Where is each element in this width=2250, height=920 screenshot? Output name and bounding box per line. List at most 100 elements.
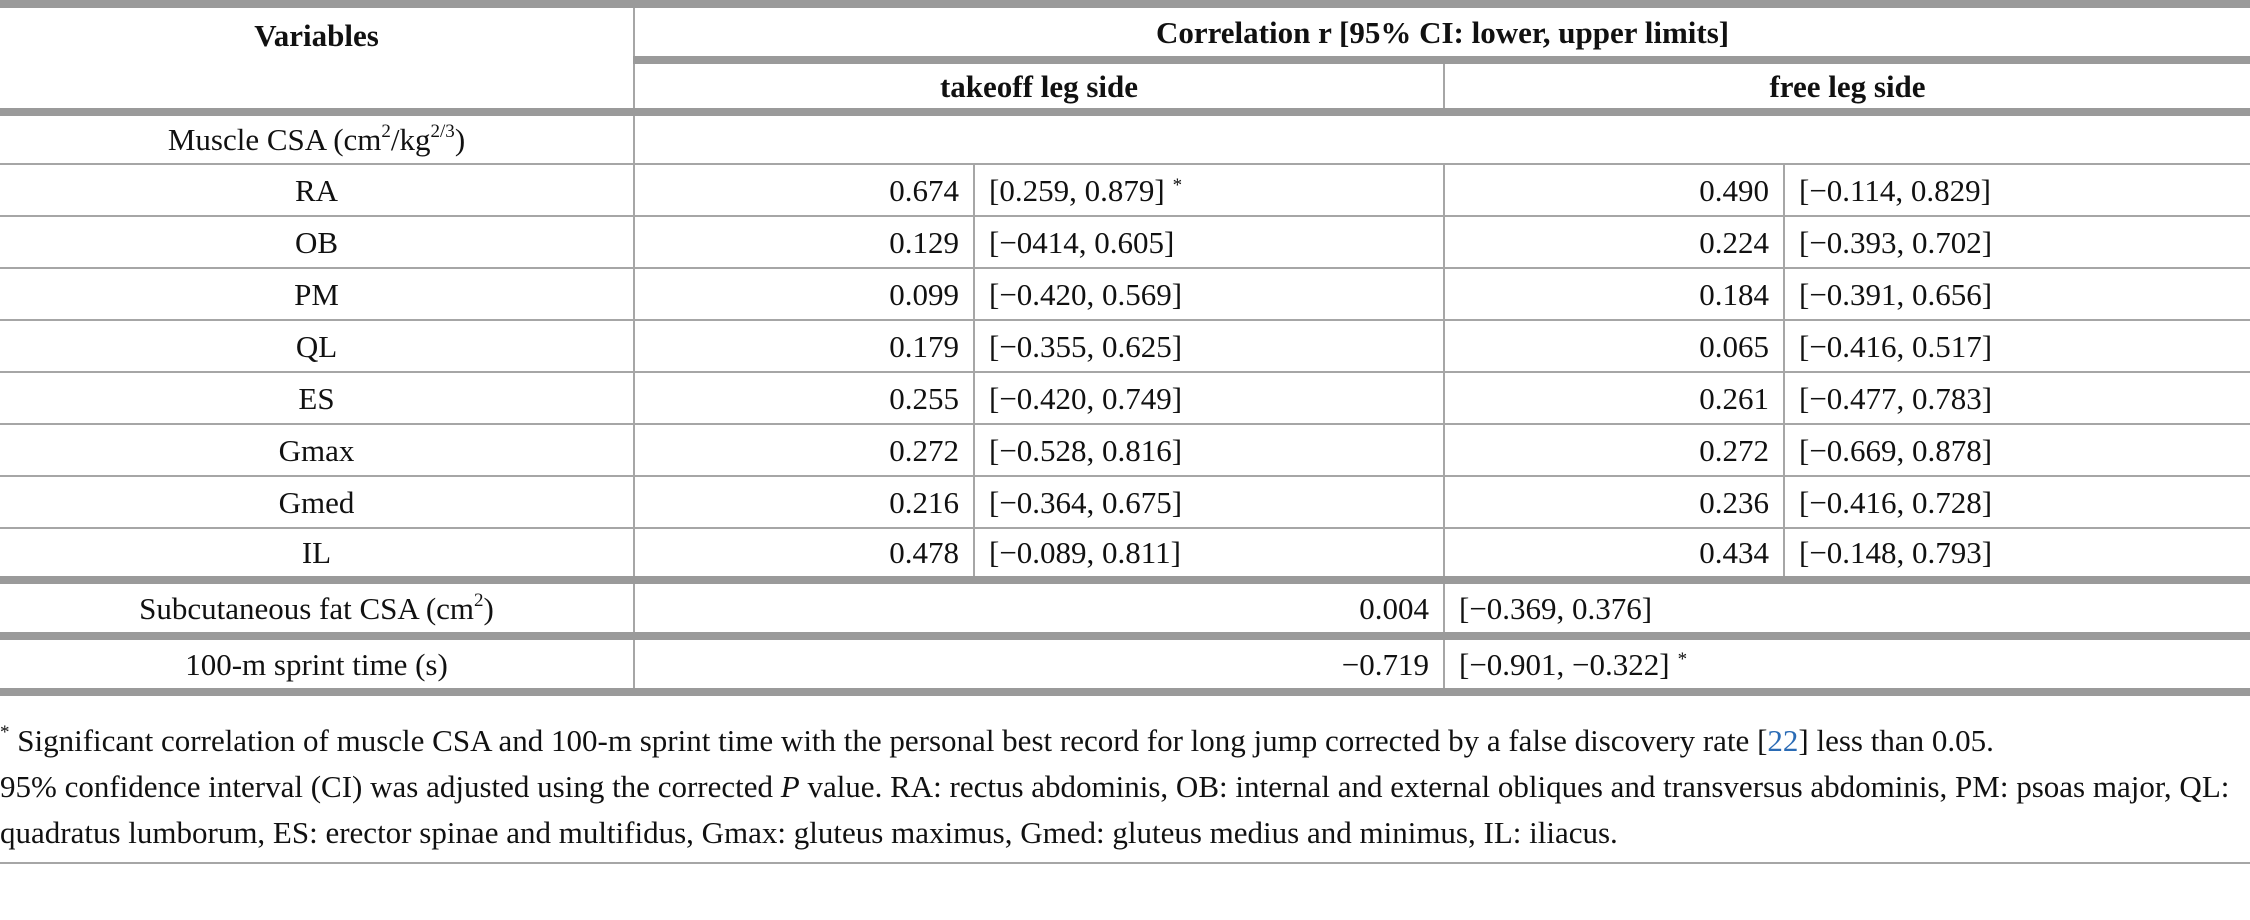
ci-cell: [−0.420, 0.569]: [973, 268, 1444, 320]
data-row: Gmax 0.272 [−0.528, 0.816] 0.272 [−0.669, 0.…: [0, 424, 2250, 476]
ci-value: [−0.369, 0.376]: [1459, 590, 1653, 626]
data-row: PM 0.099 [−0.420, 0.569] 0.184 [−0.391, 0.65…: [0, 268, 2250, 320]
ci-value: [−0.364, 0.675]: [989, 484, 1183, 520]
r-value: 0.674: [633, 164, 974, 216]
header-cell: takeoff leg side: [633, 60, 1444, 116]
reference-link[interactable]: 22: [1767, 723, 1799, 758]
r-value: 0.216: [633, 476, 974, 528]
footnote: * Significant correlation of muscle CSA …: [0, 718, 2250, 764]
table-body: Muscle CSA (cm2/kg2/3) RA 0.674 [0.259, 0.…: [0, 112, 2250, 692]
row-label: RA: [294, 172, 339, 208]
ci-value: [−0.901, −0.322]: [1459, 646, 1670, 682]
total-row: Subcutaneous fat CSA (cm2) 0.004 [−0.369, …: [0, 580, 2250, 636]
text: /kg: [390, 122, 431, 157]
footnote: 95% confidence interval (CI) was adjuste…: [0, 764, 2250, 856]
row-label: ES: [298, 380, 335, 416]
header-row: takeoff leg side free leg side: [0, 60, 2250, 116]
text: Subcutaneous fat CSA (cm: [139, 590, 475, 626]
ci-value: [−0.148, 0.793]: [1782, 528, 2250, 580]
text: ] less than 0.05.: [1798, 723, 1994, 758]
r-value: 0.224: [1443, 216, 1784, 268]
ci-value: [0.259, 0.879]: [989, 172, 1165, 208]
header-cell: Variables: [0, 4, 634, 116]
row-label: IL: [301, 535, 332, 570]
header-cell: Correlation r [95% CI: lower, upper limi…: [632, 4, 2250, 64]
italic-text: P: [780, 769, 800, 804]
ci-cell: [−0.420, 0.749]: [973, 372, 1444, 424]
data-row: OB 0.129 [−0414, 0.605] 0.224 [−0.393, 0.702…: [0, 216, 2250, 268]
text: ): [483, 590, 494, 626]
superscript: 2: [381, 121, 391, 142]
ci-cell: [−0.355, 0.625]: [973, 320, 1444, 372]
ci-value: [−0.669, 0.878]: [1782, 424, 2250, 476]
r-value: 0.004: [633, 580, 1444, 636]
r-value: 0.179: [633, 320, 974, 372]
ci-value: [−0.528, 0.816]: [989, 432, 1183, 468]
ci-value: [−0.391, 0.656]: [1782, 268, 2250, 320]
correlation-table: Variables Correlation r [95% CI: lower, …: [0, 4, 2250, 692]
r-value: 0.255: [633, 372, 974, 424]
row-label: Gmax: [278, 432, 355, 468]
r-value: 0.065: [1443, 320, 1784, 372]
total-row: 100-m sprint time (s) −0.719 [−0.901, −0.3…: [0, 636, 2250, 692]
data-row: RA 0.674 [0.259, 0.879] * 0.490 [−0.114, 0.82…: [0, 164, 2250, 216]
r-value: 0.184: [1443, 268, 1784, 320]
ci-cell: [−0.369, 0.376]: [1442, 580, 2250, 636]
text: Significant correlation of muscle CSA an…: [17, 723, 1768, 758]
table-header: Variables Correlation r [95% CI: lower, …: [0, 4, 2250, 116]
ci-cell: [−0.364, 0.675]: [973, 476, 1444, 528]
data-row: IL 0.478 [−0.089, 0.811] 0.434 [−0.148, 0.79…: [0, 528, 2250, 580]
ci-value: [−0.420, 0.749]: [989, 380, 1183, 416]
row-label: Subcutaneous fat CSA (cm2): [0, 580, 634, 636]
ci-cell: [0.259, 0.879] *: [973, 164, 1444, 216]
superscript: *: [0, 722, 10, 743]
data-row: QL 0.179 [−0.355, 0.625] 0.065 [−0.416, 0.51…: [0, 320, 2250, 372]
ci-value: [−0414, 0.605]: [989, 224, 1175, 260]
ci-cell: [−0414, 0.605]: [973, 216, 1444, 268]
text: value. RA: rectus abdominis, OB: interna…: [0, 769, 2230, 850]
superscript: 2: [474, 589, 484, 611]
ci-value: [−0.355, 0.625]: [989, 328, 1183, 364]
row-label: OB: [294, 224, 339, 260]
r-value: 0.272: [1443, 424, 1784, 476]
text: ): [454, 122, 466, 157]
r-value: 0.272: [633, 424, 974, 476]
r-value: 0.490: [1443, 164, 1784, 216]
ci-value: [−0.393, 0.702]: [1782, 216, 2250, 268]
row-label: Gmed: [278, 484, 355, 520]
row-label: QL: [295, 328, 338, 364]
ci-cell: [−0.528, 0.816]: [973, 424, 1444, 476]
r-value: 0.434: [1443, 528, 1784, 580]
r-value: 0.236: [1443, 476, 1784, 528]
text: 100-m sprint time (s): [185, 646, 448, 682]
text: 95% confidence interval (CI) was adjuste…: [0, 769, 781, 804]
data-row: Gmed 0.216 [−0.364, 0.675] 0.236 [−0.416, 0.…: [0, 476, 2250, 528]
ci-value: [−0.416, 0.728]: [1782, 476, 2250, 528]
superscript: 2/3: [430, 121, 455, 142]
r-value: 0.261: [1443, 372, 1784, 424]
header-row: Variables Correlation r [95% CI: lower, …: [0, 4, 2250, 116]
r-value: −0.719: [633, 636, 1444, 692]
ci-value: [−0.089, 0.811]: [989, 535, 1181, 570]
text: Muscle CSA (cm: [167, 122, 382, 157]
data-row: ES 0.255 [−0.420, 0.749] 0.261 [−0.477, 0.78…: [0, 372, 2250, 424]
header-cell: free leg side: [1442, 60, 2250, 116]
significance-mark: *: [1172, 174, 1183, 196]
section-row: Muscle CSA (cm2/kg2/3): [0, 112, 2250, 164]
ci-value: [−0.416, 0.517]: [1782, 320, 2250, 372]
r-value: 0.478: [633, 528, 974, 580]
ci-value: [−0.477, 0.783]: [1782, 372, 2250, 424]
section-label: Muscle CSA (cm2/kg2/3): [0, 112, 634, 164]
ci-value: [−0.420, 0.569]: [989, 276, 1183, 312]
row-label: 100-m sprint time (s): [0, 636, 634, 692]
r-value: 0.129: [633, 216, 974, 268]
significance-mark: *: [1677, 648, 1688, 670]
r-value: 0.099: [633, 268, 974, 320]
footnotes: * Significant correlation of muscle CSA …: [0, 696, 2250, 864]
ci-value: [−0.114, 0.829]: [1782, 164, 2250, 216]
ci-cell: [−0.089, 0.811]: [973, 528, 1444, 580]
ci-cell: [−0.901, −0.322] *: [1442, 636, 2250, 692]
row-label: PM: [294, 276, 339, 312]
empty-cell: [632, 112, 2250, 164]
